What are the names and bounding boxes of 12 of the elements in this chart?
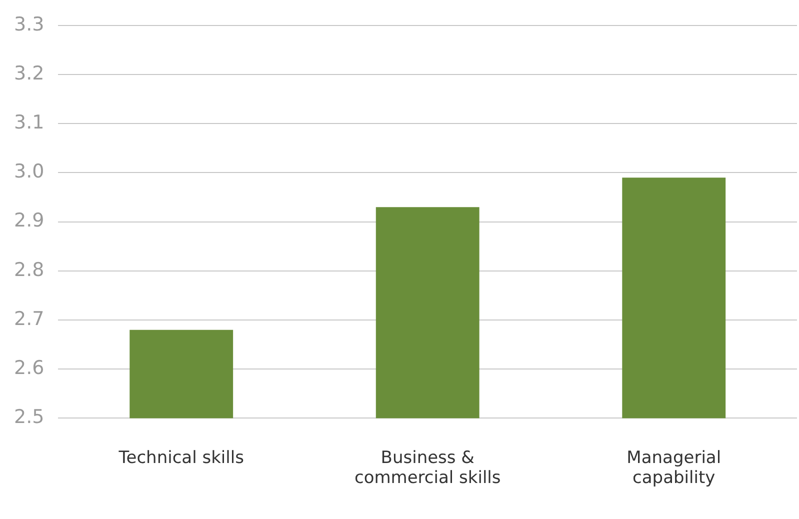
x-tick-label: Technical skills (118, 448, 244, 468)
y-tick-label: 2.7 (14, 308, 44, 330)
x-tick-label: Managerial capability (626, 448, 722, 488)
y-tick-label: 2.8 (14, 258, 44, 281)
y-tick-label: 3.0 (14, 160, 44, 183)
x-tick-label: Business & commercial skills (354, 448, 501, 488)
y-tick-label: 2.9 (14, 210, 44, 232)
y-tick-label: 3.1 (14, 112, 44, 134)
y-tick-label: 3.3 (14, 13, 44, 36)
y-tick-label: 2.5 (14, 406, 44, 428)
y-tick-label: 2.6 (14, 357, 44, 380)
y-tick-label: 3.2 (14, 62, 44, 84)
